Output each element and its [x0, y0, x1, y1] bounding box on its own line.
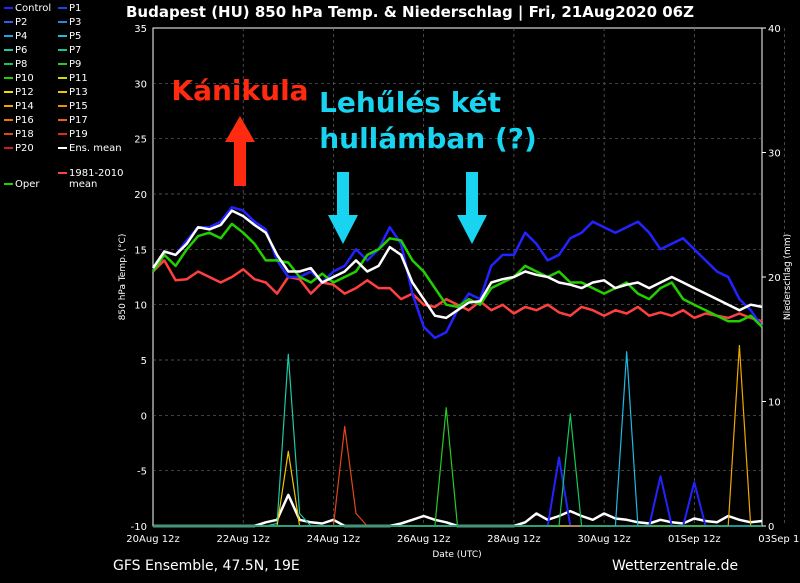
- precipitation-series: [153, 344, 763, 528]
- legend-label: P17: [69, 115, 88, 126]
- legend-label: P6: [15, 45, 27, 56]
- y-tick-label: 20: [134, 190, 147, 201]
- down-arrow-icon-1: [328, 172, 358, 244]
- annotation-kanikula: Kánikula: [171, 74, 308, 107]
- temperature-series: [151, 206, 764, 340]
- legend-label: P4: [15, 31, 27, 42]
- footer-model-location: GFS Ensemble, 47.5N, 19E: [113, 558, 300, 574]
- x-axis-ticks: 20Aug 12z 22Aug 12z 24Aug 12z 26Aug 12z 28Au…: [126, 534, 800, 545]
- legend-label: P12: [15, 87, 34, 98]
- temp-line-oper: [151, 222, 763, 328]
- y-tick-label: -5: [137, 467, 147, 478]
- legend-label: P5: [69, 31, 81, 42]
- y-tick-label: 25: [134, 135, 147, 146]
- y2-tick-label: 0: [768, 522, 774, 533]
- legend-label: Ens. mean: [69, 143, 122, 154]
- annotation-cooling-line2: hullámban (?): [319, 122, 537, 155]
- y2-axis-ticks: 40 30 20 10 0: [762, 24, 781, 533]
- legend-label: Control: [15, 3, 51, 14]
- legend-label: P13: [69, 87, 88, 98]
- legend-label: P14: [15, 101, 34, 112]
- y2-tick-label: 20: [768, 273, 781, 284]
- legend-label: P16: [15, 115, 34, 126]
- y-tick-label: 15: [134, 245, 147, 256]
- y-tick-label: 35: [134, 24, 147, 35]
- legend-label: P2: [15, 17, 27, 28]
- legend-label: P7: [69, 45, 81, 56]
- legend-label: P19: [69, 129, 88, 140]
- legend-label: P18: [15, 129, 34, 140]
- down-arrow-icon-2: [457, 172, 487, 244]
- legend-label: 1981-2010: [69, 168, 124, 179]
- x-tick-label: 30Aug 12z: [577, 534, 630, 545]
- legend-label: mean: [69, 179, 97, 190]
- y-tick-label: 10: [134, 301, 147, 312]
- x-tick-label: 24Aug 12z: [307, 534, 360, 545]
- x-tick-label: 20Aug 12z: [126, 534, 179, 545]
- up-arrow-icon: [225, 116, 255, 186]
- precip-line-p8: [153, 413, 762, 527]
- y2-tick-label: 40: [768, 24, 781, 35]
- legend-label: P3: [69, 17, 81, 28]
- y-tick-label: 30: [134, 79, 147, 90]
- legend-label: P10: [15, 73, 34, 84]
- y2-tick-label: 10: [768, 398, 781, 409]
- temp-line-ens-mean: [151, 209, 763, 320]
- annotation-cooling-line1: Lehűlés két: [319, 86, 501, 119]
- temp-line-1981-2010-mean: [152, 259, 763, 323]
- y-axis-label: 850 hPa Temp. (°C): [118, 234, 128, 321]
- footer-source: Wetterzentrale.de: [612, 558, 738, 574]
- x-axis-label: Date (UTC): [432, 550, 481, 560]
- x-tick-label: 01Sep 12z: [668, 534, 721, 545]
- y-tick-label: -10: [131, 522, 147, 533]
- legend-label: P15: [69, 101, 88, 112]
- legend-label: P20: [15, 143, 34, 154]
- y-tick-label: 5: [141, 356, 147, 367]
- chart-title: Budapest (HU) 850 hPa Temp. & Niederschl…: [126, 3, 694, 22]
- x-tick-label: 22Aug 12z: [217, 534, 270, 545]
- legend: Control P1 P2 P3 P4 P5 P6 P7 P8 P9 P10 P11 P12 P13 P14…: [4, 3, 124, 190]
- y2-tick-label: 30: [768, 149, 781, 160]
- x-tick-label: 28Aug 12z: [487, 534, 540, 545]
- x-tick-label: 03Sep 12z: [758, 534, 800, 545]
- y2-axis-label: Niederschlag (mm): [783, 234, 793, 320]
- legend-label: P1: [69, 3, 81, 14]
- x-tick-label: 26Aug 12z: [397, 534, 450, 545]
- y-tick-label: 0: [141, 411, 147, 422]
- y-axis-ticks: 35 30 25 20 15 10 5 0 -5 -10: [131, 24, 147, 533]
- legend-label: Oper: [15, 179, 40, 190]
- legend-label: P9: [69, 59, 81, 70]
- legend-label: P8: [15, 59, 27, 70]
- legend-label: P11: [69, 73, 88, 84]
